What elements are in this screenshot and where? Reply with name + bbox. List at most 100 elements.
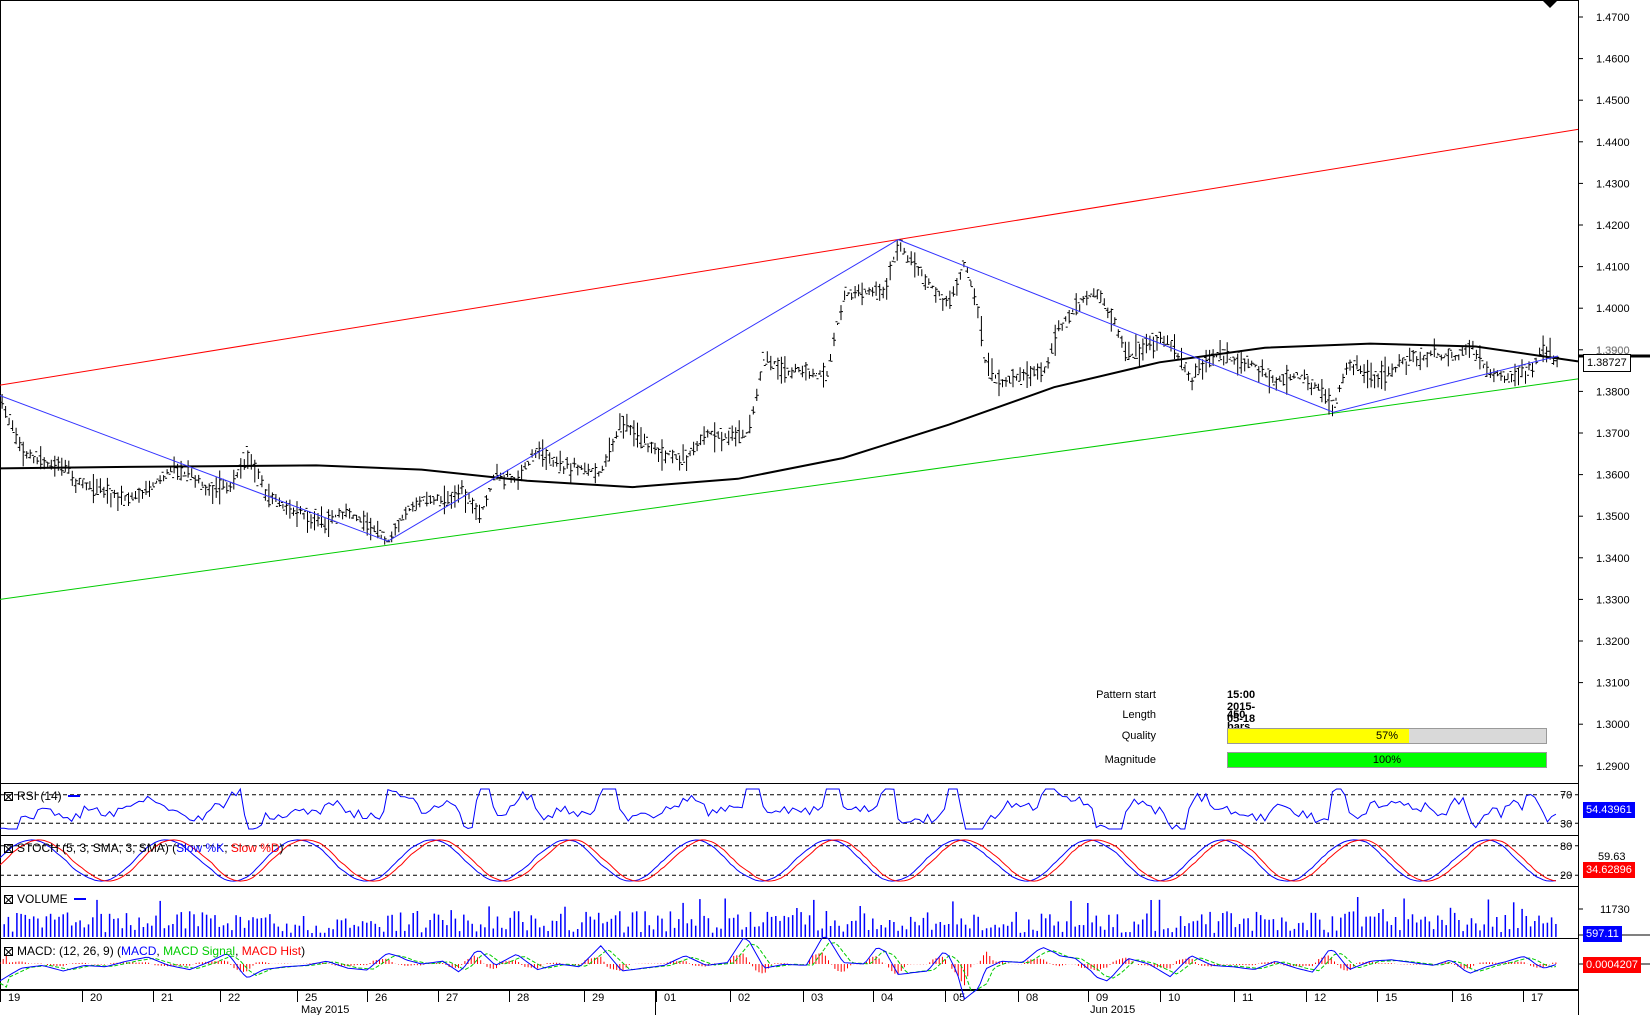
price-bar (639, 427, 643, 449)
price-bar (1309, 379, 1314, 396)
price-bar (144, 480, 148, 495)
price-bar (1112, 317, 1117, 325)
price-bar (1484, 361, 1489, 377)
price-bar (1221, 349, 1226, 366)
price-bar (1291, 373, 1296, 379)
price-bar (603, 454, 608, 467)
y-tick-label: 1.3300 (1596, 594, 1630, 606)
close-pane-icon[interactable] (4, 792, 13, 801)
price-bar (544, 448, 549, 470)
price-bar (1319, 379, 1324, 403)
price-bar (63, 459, 68, 473)
macd-paren-open: ( (113, 944, 122, 958)
price-bar (21, 441, 26, 467)
macd-hist-label: MACD Hist (241, 944, 302, 958)
pattern-quality-label: Quality (1121, 730, 1156, 742)
price-bar (1193, 363, 1198, 378)
price-bar (438, 496, 443, 507)
x-tick-label: 20 (90, 992, 102, 1004)
close-pane-icon[interactable] (4, 947, 13, 956)
y-tick-label: 1.4600 (1596, 54, 1630, 66)
price-bar (1530, 362, 1535, 378)
price-bar (323, 518, 327, 534)
macd-comma2: , (235, 944, 242, 958)
price-bar (523, 462, 528, 470)
price-bar (1488, 369, 1493, 378)
price-bar (768, 355, 773, 371)
price-bar (396, 518, 401, 533)
stoch-slowd-line (0, 839, 1556, 882)
macd-signal-label: MACD Signal (163, 944, 236, 958)
price-bar (207, 483, 212, 496)
stoch-title: STOCH (5, 3, SMA, 3, SMA) (Slow %K, Slow… (4, 841, 284, 855)
x-tick-label: 08 (1026, 992, 1038, 1004)
y-tick-label: 1.3400 (1596, 553, 1630, 565)
price-bar (1084, 290, 1089, 306)
price-bar (758, 371, 763, 381)
price-bar (1232, 356, 1237, 365)
y-tick-label: 1.3800 (1596, 386, 1630, 398)
price-bar (954, 278, 959, 296)
price-bar (853, 286, 858, 299)
price-bar (410, 501, 415, 512)
x-tick-label: 17 (1531, 992, 1543, 1004)
volume-bars (3, 897, 1557, 937)
price-bar (761, 351, 766, 366)
price-bar (140, 490, 145, 499)
macd-title: MACD: (12, 26, 9) (MACD, MACD Signal, MA… (4, 944, 305, 958)
y-tick-label: 1.4200 (1596, 220, 1630, 232)
close-pane-icon[interactable] (4, 844, 13, 853)
price-bar (1541, 335, 1546, 363)
x-tick-label: 12 (1314, 992, 1326, 1004)
price-bar (923, 274, 928, 290)
volume-title: VOLUME (4, 892, 87, 906)
price-bar (98, 478, 103, 494)
price-bar (1302, 369, 1307, 384)
price-bar (1042, 366, 1047, 374)
price-bar (986, 352, 991, 379)
price-bar (1074, 293, 1079, 316)
price-bar (470, 497, 475, 514)
price-bar (839, 305, 843, 321)
price-bar (137, 487, 141, 503)
price-bar (1144, 333, 1149, 354)
price-bar (214, 477, 219, 498)
price-bar (224, 480, 229, 494)
price-bar (586, 463, 591, 476)
price-bar (663, 450, 668, 464)
price-bar (1249, 360, 1254, 367)
price-bar (860, 282, 865, 306)
price-bar (870, 287, 875, 297)
x-tick-label: 01 (664, 992, 676, 1004)
price-bar (38, 446, 43, 470)
price-bar (775, 357, 780, 380)
price-bar (1228, 357, 1233, 362)
price-bar (674, 454, 679, 460)
price-bar (814, 373, 819, 380)
price-bar (452, 485, 457, 508)
price-bar (786, 367, 791, 376)
macd-line (0, 936, 1557, 1000)
price-bar (1372, 371, 1377, 389)
macd-paren-close: ) (301, 944, 306, 958)
price-bar (723, 433, 728, 440)
price-bar (709, 430, 714, 436)
price-bar (403, 506, 408, 520)
price-bar (916, 266, 921, 276)
price-bar (130, 492, 134, 501)
price-bar (877, 283, 882, 301)
close-pane-icon[interactable] (4, 895, 13, 904)
price-bar (1056, 320, 1061, 332)
price-bar (112, 489, 117, 498)
price-bar (803, 362, 808, 381)
price-bar (933, 287, 938, 303)
price-bar (1239, 350, 1244, 374)
price-bar (31, 454, 36, 464)
x-tick-label: 15 (1385, 992, 1397, 1004)
price-bar (484, 495, 489, 507)
price-bar (547, 452, 552, 466)
price-bar (937, 290, 942, 300)
price-bar (1246, 355, 1251, 369)
price-bar (133, 491, 138, 500)
volume-legend-swatch (74, 898, 87, 900)
